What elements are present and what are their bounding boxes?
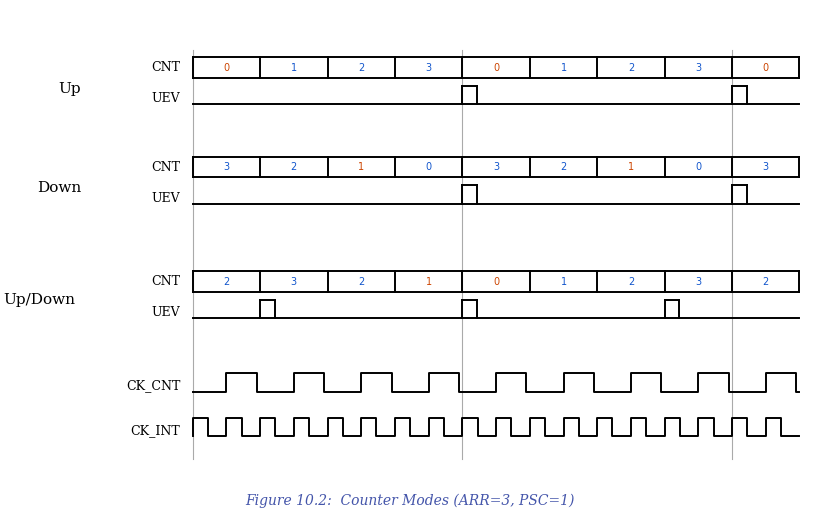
Text: CNT: CNT: [152, 62, 180, 74]
Text: 2: 2: [762, 277, 768, 287]
Text: Up: Up: [58, 82, 81, 96]
Text: 1: 1: [627, 162, 633, 172]
Text: 1: 1: [559, 63, 566, 73]
Text: CK_INT: CK_INT: [130, 424, 180, 437]
Text: 0: 0: [762, 63, 768, 73]
Text: CK_CNT: CK_CNT: [126, 379, 180, 393]
Text: CNT: CNT: [152, 276, 180, 288]
Text: 2: 2: [291, 162, 296, 172]
Text: 2: 2: [223, 277, 229, 287]
Text: 0: 0: [492, 277, 499, 287]
Text: 1: 1: [358, 162, 364, 172]
Text: 3: 3: [492, 162, 499, 172]
Text: 2: 2: [559, 162, 566, 172]
Text: UEV: UEV: [152, 306, 180, 319]
Text: 2: 2: [627, 63, 633, 73]
Text: 3: 3: [695, 277, 700, 287]
Text: Down: Down: [37, 181, 81, 195]
Text: 0: 0: [223, 63, 229, 73]
Text: 1: 1: [559, 277, 566, 287]
Text: CNT: CNT: [152, 161, 180, 173]
Text: 3: 3: [695, 63, 700, 73]
Text: UEV: UEV: [152, 192, 180, 205]
Text: Up/Down: Up/Down: [3, 293, 75, 307]
Text: 3: 3: [291, 277, 296, 287]
Text: 1: 1: [291, 63, 296, 73]
Text: 2: 2: [627, 277, 633, 287]
Text: Figure 10.2:  Counter Modes (ARR=3, PSC=1): Figure 10.2: Counter Modes (ARR=3, PSC=1…: [245, 494, 574, 508]
Text: 3: 3: [425, 63, 432, 73]
Text: 2: 2: [358, 63, 364, 73]
Text: 0: 0: [695, 162, 700, 172]
Text: UEV: UEV: [152, 92, 180, 105]
Text: 3: 3: [762, 162, 768, 172]
Text: 3: 3: [223, 162, 229, 172]
Text: 2: 2: [358, 277, 364, 287]
Text: 0: 0: [425, 162, 432, 172]
Text: 1: 1: [425, 277, 432, 287]
Text: 0: 0: [492, 63, 499, 73]
